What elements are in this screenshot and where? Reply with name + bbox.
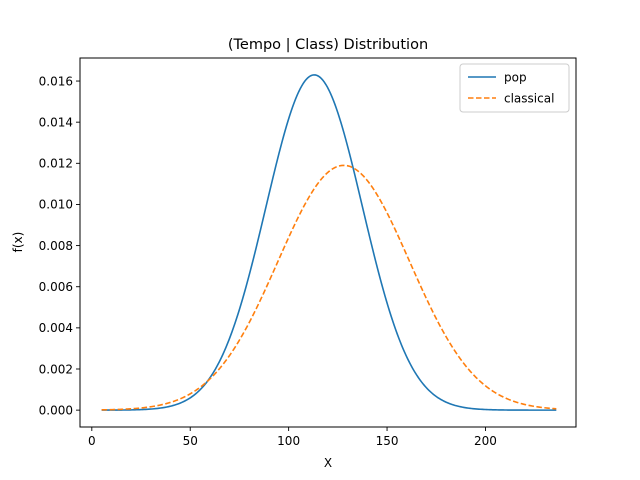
y-axis-label: f(x) — [11, 232, 25, 253]
series-line-pop — [101, 74, 557, 411]
x-axis-label: X — [324, 456, 332, 470]
y-tick-label: 0.002 — [39, 362, 73, 376]
x-tick-label: 50 — [183, 434, 198, 448]
y-tick-label: 0.016 — [39, 74, 73, 88]
plot-frame — [79, 57, 577, 428]
legend-label-pop: pop — [504, 70, 527, 84]
legend-label-classical: classical — [504, 91, 554, 105]
y-tick-label: 0.004 — [39, 321, 73, 335]
y-tick-label: 0.000 — [39, 403, 73, 417]
x-tick-label: 150 — [376, 434, 399, 448]
y-tick-label: 0.010 — [39, 198, 73, 212]
legend-box — [459, 63, 570, 113]
x-tick-label: 0 — [88, 434, 96, 448]
series-lines — [101, 74, 557, 411]
x-axis: 0 50 100 150 200 — [88, 427, 497, 448]
y-axis: 0.000 0.002 0.004 0.006 0.008 0.010 0.012 0.014… — [39, 74, 80, 417]
y-tick-label: 0.014 — [39, 115, 73, 129]
y-tick-label: 0.006 — [39, 280, 73, 294]
legend: pop classical — [459, 63, 570, 113]
x-tick-label: 200 — [474, 434, 497, 448]
plot-area — [79, 57, 577, 428]
chart-title: (Tempo | Class) Distribution — [228, 37, 428, 53]
y-tick-label: 0.008 — [39, 239, 73, 253]
y-tick-label: 0.012 — [39, 157, 73, 171]
series-line-classical — [101, 164, 557, 411]
x-tick-label: 100 — [277, 434, 300, 448]
